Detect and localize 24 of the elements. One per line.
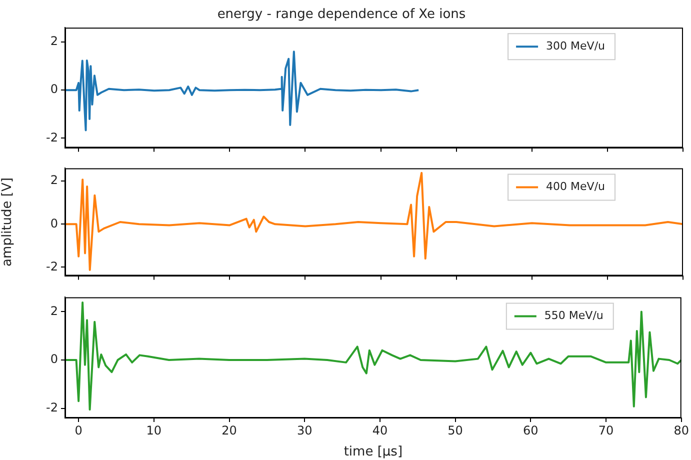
y-tick-label: 2 [50, 303, 58, 318]
y-tick-label: -2 [46, 260, 58, 274]
x-tick-label: 30 [296, 422, 312, 437]
y-tick-label: 2 [50, 174, 58, 188]
y-tick-label: 2 [50, 34, 58, 48]
x-tick-label: 60 [523, 422, 538, 437]
y-tick-label: -2 [46, 400, 58, 414]
x-tick-label: 80 [674, 422, 690, 437]
y-tick-label: 0 [50, 352, 58, 366]
chart-title: energy - range dependence of Xe ions [217, 7, 466, 22]
x-tick-label: 50 [448, 422, 463, 437]
legend-label: 550 MeV/u [544, 308, 604, 322]
x-tick-label: 70 [598, 422, 614, 437]
y-axis-title: amplitude [V] [0, 178, 16, 267]
x-tick-label: 40 [372, 422, 388, 437]
x-tick-label: 0 [74, 422, 82, 437]
y-tick-label: 0 [50, 82, 58, 96]
x-tick-label: 20 [222, 422, 237, 437]
legend-label: 300 MeV/u [546, 39, 605, 52]
legend-label: 400 MeV/u [546, 180, 605, 194]
y-tick-label: -2 [46, 130, 58, 144]
y-tick-label: 0 [50, 216, 58, 231]
x-axis-title: time [μs] [344, 444, 403, 460]
x-tick-label: 10 [146, 422, 162, 437]
